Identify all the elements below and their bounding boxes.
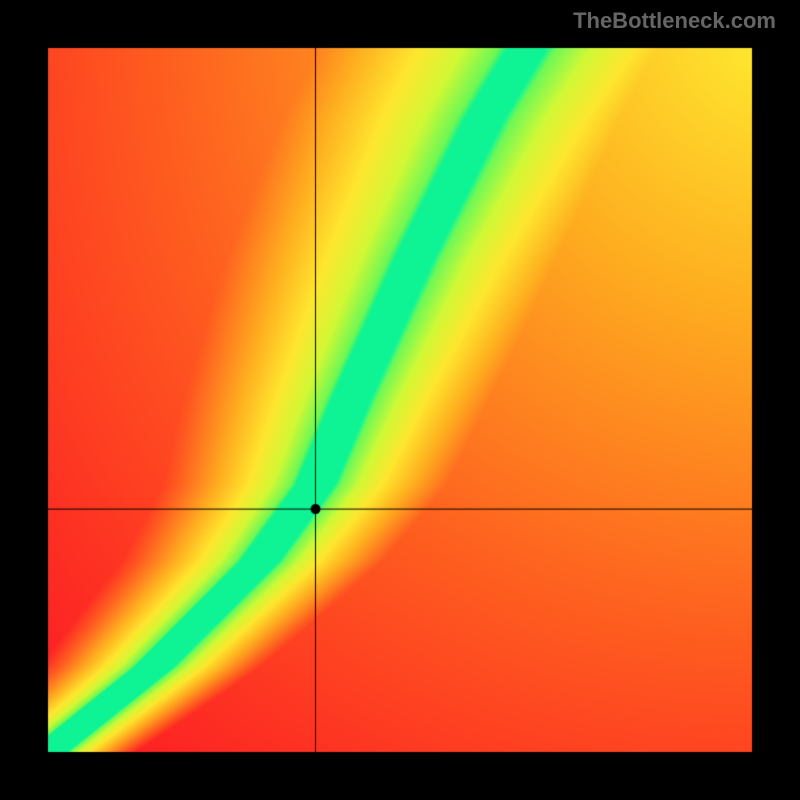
chart-container: TheBottleneck.com (0, 0, 800, 800)
bottleneck-heatmap (0, 0, 800, 800)
